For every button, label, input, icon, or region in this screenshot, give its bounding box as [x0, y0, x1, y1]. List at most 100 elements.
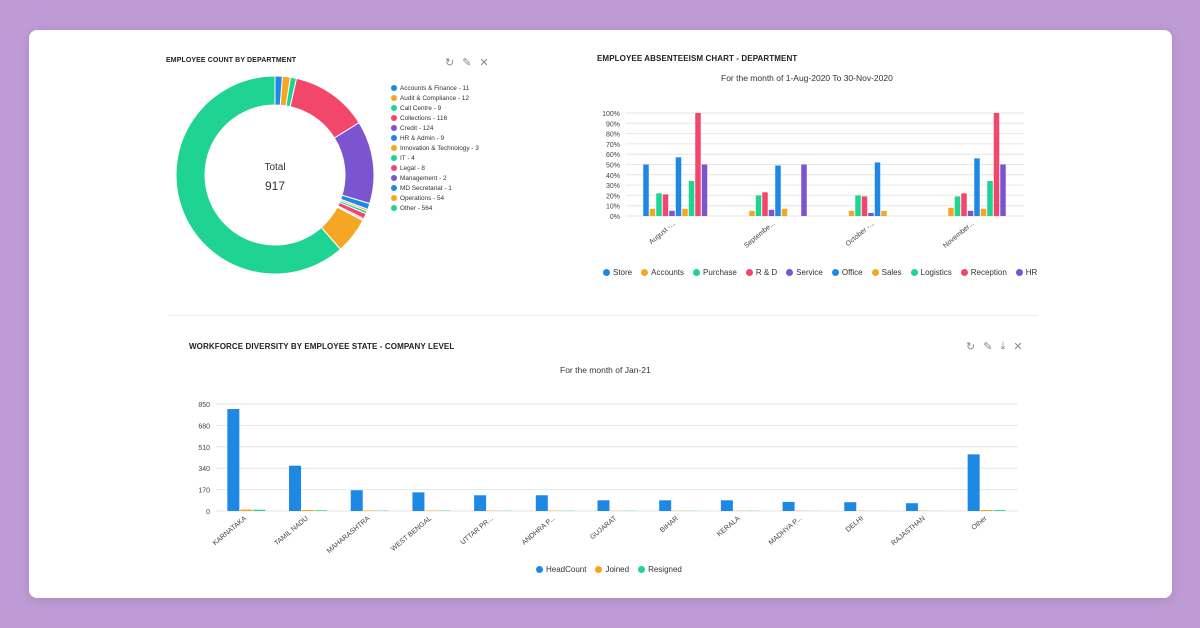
legend-item[interactable]: Purchase [693, 268, 737, 277]
bar-service-septembe[interactable] [768, 209, 775, 216]
legend-item[interactable]: Credit - 124 [391, 123, 479, 133]
bar-sales-august[interactable] [682, 208, 688, 216]
legend-label: HeadCount [546, 565, 587, 574]
bar-joined-west-bengal[interactable] [425, 510, 438, 511]
bar-store-august[interactable] [643, 164, 649, 217]
bar-office-november[interactable] [974, 158, 980, 216]
bar-sales-october[interactable] [881, 210, 887, 216]
legend-item[interactable]: HR & Admin - 9 [391, 133, 479, 143]
legend-item[interactable]: Call Centre - 9 [391, 103, 479, 113]
close-icon[interactable]: ✕ [1013, 341, 1023, 353]
legend-item[interactable]: Service [786, 268, 823, 277]
legend-item[interactable]: Store [603, 268, 632, 277]
refresh-icon[interactable]: ↻ [966, 341, 976, 353]
legend-label: Logistics [920, 268, 952, 277]
legend-item[interactable]: Other - 564 [391, 203, 479, 213]
bar-reception-august[interactable] [695, 113, 701, 216]
bar-office-august[interactable] [675, 157, 682, 216]
bar-service-august[interactable] [669, 210, 675, 216]
bar-logistics-august[interactable] [688, 180, 695, 216]
absenteeism-subtitle: For the month of 1-Aug-2020 To 30-Nov-20… [721, 73, 893, 83]
bar-joined-maharashtra[interactable] [363, 510, 376, 511]
bar-accounts-november[interactable] [948, 207, 954, 216]
bar-office-septembe[interactable] [775, 165, 781, 216]
bar-purchase-october[interactable] [855, 195, 861, 216]
bar-hr-septembe[interactable] [801, 164, 807, 217]
close-icon[interactable]: ✕ [479, 57, 489, 69]
legend-item[interactable]: MD Secretariat - 1 [391, 183, 479, 193]
x-tick-label: UTTAR PR... [460, 515, 495, 546]
legend-item[interactable]: Collections - 116 [391, 113, 479, 123]
bar-headcount-rajasthan[interactable] [905, 503, 918, 511]
bar-sales-septembe[interactable] [781, 208, 788, 216]
bar-purchase-august[interactable] [656, 193, 662, 216]
bar-r-d-august[interactable] [662, 194, 669, 216]
bar-logistics-november[interactable] [987, 180, 993, 216]
legend-item[interactable]: Reception [960, 268, 1007, 277]
edit-icon[interactable]: ✎ [462, 57, 472, 69]
legend-item[interactable]: HR [1015, 268, 1037, 277]
bar-headcount-kerala[interactable] [720, 500, 733, 511]
bar-headcount-gujarat[interactable] [597, 500, 610, 511]
bar-service-october[interactable] [868, 212, 874, 216]
legend-item[interactable]: Legal - 8 [391, 163, 479, 173]
legend-item[interactable]: Management - 2 [391, 173, 479, 183]
legend-item[interactable]: Joined [595, 565, 629, 574]
bar-headcount-andhra-p[interactable] [535, 495, 548, 511]
legend-item[interactable]: Innovation & Technology - 3 [391, 143, 479, 153]
legend-label: Store [613, 268, 633, 277]
download-icon[interactable]: ⤓ [1000, 340, 1006, 352]
bar-joined-other[interactable] [980, 509, 993, 511]
legend-item[interactable]: Office [831, 268, 863, 277]
bar-accounts-october[interactable] [848, 210, 855, 216]
legend-item[interactable]: Accounts [641, 268, 684, 277]
bar-headcount-uttar-pr[interactable] [474, 495, 487, 511]
bar-headcount-maharashtra[interactable] [350, 490, 363, 511]
bar-service-november[interactable] [967, 210, 974, 216]
bar-purchase-septembe[interactable] [755, 195, 762, 216]
bar-r-d-septembe[interactable] [762, 192, 768, 216]
legend-item[interactable]: R & D [745, 268, 777, 277]
legend-label: Accounts & Finance - 11 [400, 84, 470, 92]
bar-headcount-madhya-p[interactable] [782, 501, 795, 511]
bar-hr-august[interactable] [701, 164, 708, 217]
bar-resigned-karnataka[interactable] [253, 509, 266, 511]
x-tick-label: ANDHRA P... [521, 515, 557, 547]
bar-r-d-october[interactable] [861, 196, 868, 216]
legend-item[interactable]: HeadCount [536, 565, 586, 574]
bar-headcount-west-bengal[interactable] [412, 492, 425, 511]
bar-joined-tamil-nadu[interactable] [302, 509, 315, 511]
bar-accounts-august[interactable] [649, 208, 656, 216]
legend-item[interactable]: Logistics [910, 268, 952, 277]
legend-label: Management - 2 [400, 174, 447, 182]
bar-purchase-november[interactable] [954, 196, 961, 216]
legend-swatch [391, 95, 397, 101]
bar-headcount-tamil-nadu[interactable] [289, 465, 302, 511]
bar-sales-november[interactable] [980, 208, 987, 216]
bar-reception-november[interactable] [993, 113, 1000, 216]
legend-item[interactable]: Sales [871, 268, 902, 277]
bar-headcount-other[interactable] [967, 454, 980, 511]
donut-slice-other-564[interactable] [175, 75, 342, 275]
refresh-icon[interactable]: ↻ [445, 57, 455, 69]
bar-r-d-november[interactable] [961, 193, 967, 216]
bar-office-october[interactable] [874, 162, 881, 216]
legend-item[interactable]: IT - 4 [391, 153, 479, 163]
bar-joined-karnataka[interactable] [240, 509, 253, 511]
edit-icon[interactable]: ✎ [983, 341, 993, 353]
bar-accounts-septembe[interactable] [749, 210, 755, 216]
bar-hr-november[interactable] [1000, 164, 1006, 217]
bar-resigned-other[interactable] [993, 510, 1006, 511]
legend-item[interactable]: Accounts & Finance - 11 [391, 83, 479, 93]
legend-swatch [1015, 269, 1023, 276]
bar-headcount-bihar[interactable] [659, 500, 672, 511]
legend-item[interactable]: Operations - 54 [391, 193, 479, 203]
bar-headcount-karnataka[interactable] [227, 409, 240, 511]
bar-resigned-tamil-nadu[interactable] [315, 510, 328, 511]
bar-headcount-delhi[interactable] [844, 502, 857, 511]
legend-swatch [536, 566, 543, 573]
legend-item[interactable]: Audit & Compliance - 12 [391, 93, 479, 103]
donut-slice-credit-124[interactable] [333, 121, 375, 205]
legend-item[interactable]: Resigned [638, 565, 682, 574]
legend-swatch [693, 269, 701, 276]
